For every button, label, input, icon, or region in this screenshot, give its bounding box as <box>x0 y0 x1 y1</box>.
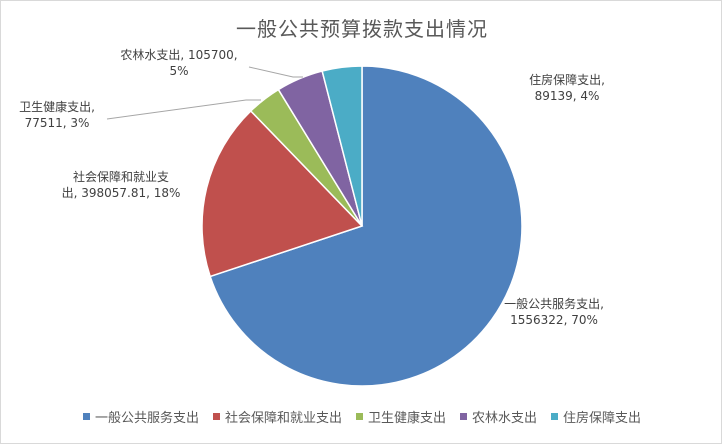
chart-title: 一般公共预算拨款支出情况 <box>236 17 488 41</box>
legend-swatch <box>212 413 220 420</box>
legend-swatch <box>460 413 467 420</box>
slice-data-label: 卫生健康支出, 77511, 3% <box>19 99 95 130</box>
legend-swatch <box>82 413 90 420</box>
legend: 一般公共服务支出 社会保障和就业支出 卫生健康支出 农林水支出 住房保障支出 <box>1 407 722 426</box>
legend-swatch <box>355 413 363 420</box>
leader-line <box>106 99 261 120</box>
legend-label: 卫生健康支出 <box>367 411 446 426</box>
legend-item: 社会保障和就业支出 <box>212 407 342 426</box>
legend-label: 农林水支出 <box>472 411 538 426</box>
legend-label: 社会保障和就业支出 <box>224 411 342 426</box>
pie-slice <box>321 65 363 227</box>
legend-swatch <box>551 413 559 420</box>
legend-label: 一般公共服务支出 <box>94 411 199 426</box>
pie-slice <box>209 65 523 387</box>
leader-line <box>248 66 303 78</box>
legend-label: 住房保障支出 <box>563 411 642 426</box>
legend-item: 一般公共服务支出 <box>82 407 199 426</box>
slice-data-label: 一般公共服务支出, 1556322, 70% <box>504 296 604 327</box>
pie-slice <box>201 109 364 278</box>
slice-data-label: 社会保障和就业支出, 398057.81, 18% <box>62 169 181 200</box>
legend-item: 住房保障支出 <box>551 407 641 426</box>
slice-data-label: 住房保障支出, 89139, 4% <box>529 72 605 103</box>
legend-item: 农林水支出 <box>460 407 537 426</box>
legend-item: 卫生健康支出 <box>355 407 446 426</box>
slice-data-label: 农林水支出, 105700, 5% <box>120 48 237 78</box>
